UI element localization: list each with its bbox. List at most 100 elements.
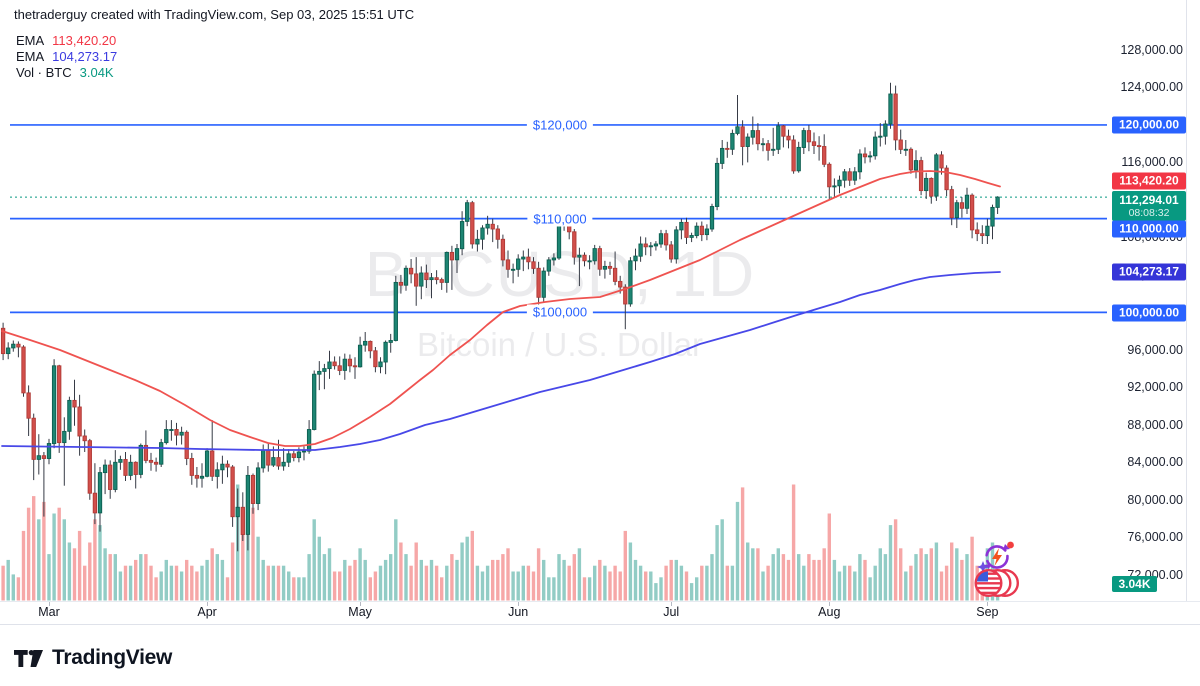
candle-up <box>485 223 490 229</box>
candle-down <box>143 444 149 461</box>
time-scale[interactable]: Mar Apr May Jun Jul Aug Sep <box>0 601 1200 625</box>
volume-bar <box>659 577 663 601</box>
volume-bar <box>598 559 602 601</box>
candle-down <box>740 126 745 147</box>
candle-up <box>674 229 679 260</box>
candle-up <box>924 177 929 192</box>
candle-up <box>51 365 57 445</box>
candle-up <box>459 221 465 250</box>
candle-down <box>184 431 189 459</box>
candle-down <box>133 461 138 475</box>
candle-up <box>480 227 485 240</box>
volume-bar <box>603 565 607 601</box>
last-price-badge: 112,294.01 08:08:32 <box>1112 191 1186 221</box>
candle-up <box>11 343 16 349</box>
volume-bar <box>358 548 362 601</box>
volume-bar <box>756 548 760 601</box>
candle-down <box>16 343 21 348</box>
candle-down <box>490 223 495 230</box>
volume-bar <box>37 519 41 601</box>
volume-bar <box>327 548 332 601</box>
candle-down <box>969 194 975 231</box>
candle-up <box>454 248 460 261</box>
ema-slow-line[interactable] <box>1 271 1001 451</box>
volume-bar <box>251 507 255 601</box>
volume-bar <box>700 565 704 601</box>
month-label-may: May <box>348 605 372 619</box>
price-tick-label: 76,000.00 <box>1127 530 1183 545</box>
volume-bar <box>587 577 592 601</box>
volume-bar <box>521 565 525 601</box>
volume-bar <box>740 487 745 601</box>
volume-bar <box>62 519 66 601</box>
candle-down <box>822 146 827 165</box>
candle-up <box>541 270 546 298</box>
candle-up <box>714 162 720 207</box>
candle-up <box>628 260 633 305</box>
candle-down <box>786 135 791 141</box>
volume-bar <box>929 548 933 601</box>
volume-bar <box>322 554 327 601</box>
candle-down <box>250 474 256 504</box>
volume-bar <box>710 554 714 601</box>
volume-bar <box>434 565 439 601</box>
volume-bar <box>83 565 87 601</box>
volume-bar <box>919 548 923 601</box>
candle-down <box>77 406 82 437</box>
month-tick <box>207 602 208 606</box>
volume-bar <box>812 559 816 601</box>
month-label-jul: Jul <box>663 605 680 619</box>
candle-up <box>164 429 169 444</box>
candle-up <box>317 370 322 375</box>
volume-bar <box>271 565 276 601</box>
volume-bar <box>893 519 898 601</box>
candle-up <box>306 429 312 452</box>
candle-up <box>179 431 184 436</box>
candle-down <box>949 189 954 219</box>
ema-fast-line[interactable] <box>1 170 1001 447</box>
candle-up <box>704 228 710 236</box>
volume-bar <box>735 501 740 601</box>
volume-bar <box>888 525 893 601</box>
volume-bar <box>445 565 449 601</box>
candle-down <box>582 254 587 262</box>
volume-bar <box>761 571 765 601</box>
candle-up <box>444 251 449 283</box>
volume-bar <box>649 571 653 601</box>
tradingview-footer[interactable]: TradingView <box>14 646 172 670</box>
candle-up <box>419 272 424 287</box>
volume-bar <box>817 559 821 601</box>
volume-bar <box>868 577 872 601</box>
volume-bar <box>205 559 209 601</box>
legend-value: 3.04K <box>79 65 114 80</box>
volume-bar <box>480 571 485 601</box>
volume-bar <box>200 565 204 601</box>
volume-bar <box>26 507 31 601</box>
volume-bar <box>725 565 729 601</box>
volume-bar <box>103 548 107 601</box>
volume-bar <box>450 554 454 601</box>
volume-bar <box>858 554 862 601</box>
volume-bar <box>654 583 658 601</box>
volume-bar <box>307 554 311 601</box>
candle-down <box>980 233 985 237</box>
volume-bar <box>42 501 46 601</box>
candle-up <box>750 130 755 138</box>
candle-up <box>199 475 205 479</box>
candle-down <box>781 125 786 137</box>
volume-bar <box>210 548 214 601</box>
month-label-jun: Jun <box>508 605 529 619</box>
volume-bar <box>531 571 536 601</box>
volume-bar <box>863 559 867 601</box>
legend-value: 104,273.17 <box>52 49 118 64</box>
price-tick-label: 84,000.00 <box>1127 455 1183 470</box>
volume-bar <box>57 507 61 601</box>
legend-value: 113,420.20 <box>52 33 117 48</box>
candle-up <box>67 399 72 432</box>
candle-down <box>811 141 817 146</box>
volume-bar <box>909 565 913 601</box>
candle-up <box>312 373 317 430</box>
volume-bar <box>496 559 500 601</box>
